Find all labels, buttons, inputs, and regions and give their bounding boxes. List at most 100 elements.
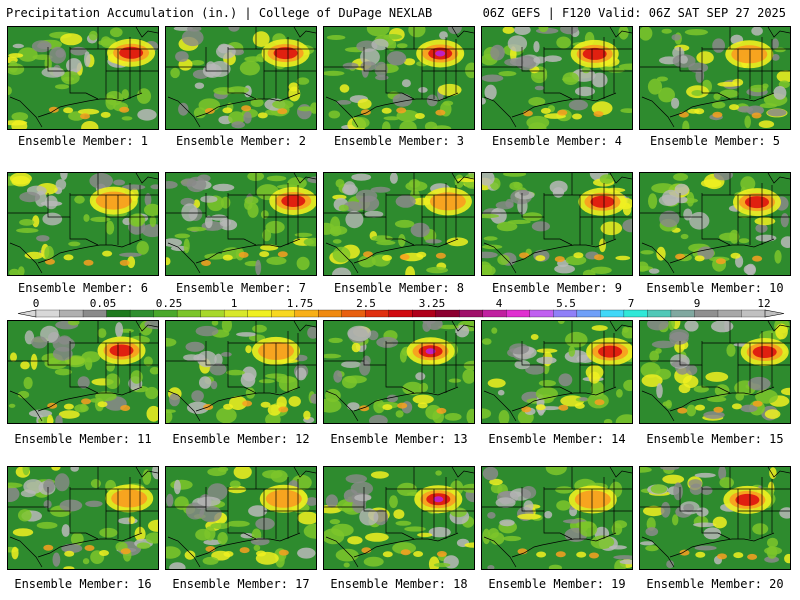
precip-map	[482, 173, 632, 275]
precip-patch	[534, 85, 545, 91]
precip-patch	[28, 409, 53, 418]
precip-patch	[579, 521, 598, 537]
precip-patch	[342, 62, 359, 70]
precip-patch	[68, 241, 81, 247]
state-border	[767, 27, 790, 38]
precip-map	[166, 321, 316, 423]
precip-patch	[719, 477, 734, 489]
precip-patch	[105, 220, 115, 235]
precip-patch	[297, 104, 312, 120]
state-border	[47, 193, 71, 218]
precip-patch	[413, 551, 424, 557]
colorbar-arrow-left	[17, 309, 37, 318]
precip-patch	[754, 217, 776, 226]
precip-patch	[755, 234, 777, 242]
state-border	[679, 47, 703, 72]
precip-patch	[694, 545, 717, 551]
precip-patch	[495, 497, 516, 508]
precip-patch	[144, 193, 152, 207]
precip-patch	[205, 215, 213, 229]
precip-patch	[620, 108, 632, 113]
precip-patch	[370, 471, 389, 479]
precip-core	[95, 191, 132, 210]
precip-patch	[558, 404, 569, 411]
state-border	[293, 173, 316, 184]
precip-patch	[324, 353, 342, 359]
precip-patch	[603, 418, 613, 423]
precip-patch	[544, 511, 553, 519]
state-border	[205, 193, 229, 218]
ensemble-panel	[481, 466, 633, 570]
precip-patch	[84, 51, 91, 67]
precip-patch	[166, 338, 177, 347]
precip-patch	[80, 403, 87, 412]
precip-patch	[640, 261, 649, 272]
precip-patch	[599, 174, 614, 184]
precip-patch	[408, 179, 421, 188]
precip-patch	[17, 47, 38, 62]
precip-patch	[656, 246, 666, 261]
precip-patch	[615, 255, 631, 261]
state-border	[325, 390, 359, 422]
precip-patch	[231, 121, 245, 129]
precip-patch	[199, 505, 222, 523]
precip-patch	[482, 264, 496, 275]
precip-core	[752, 346, 777, 358]
precip-patch	[213, 87, 235, 95]
precip-patch	[517, 513, 541, 520]
precip-patch	[484, 84, 497, 100]
member-label: Ensemble Member: 20	[646, 577, 784, 591]
state-border	[641, 390, 675, 422]
precip-patch	[166, 493, 174, 508]
precip-patch	[712, 38, 725, 53]
precip-patch	[360, 61, 377, 71]
precip-patch	[401, 79, 411, 88]
precip-patch	[23, 376, 33, 390]
precip-patch	[341, 361, 361, 368]
precip-patch	[582, 269, 596, 275]
precip-patch	[751, 27, 763, 36]
precip-patch	[767, 108, 787, 117]
precip-patch	[403, 58, 416, 66]
state-border	[521, 341, 545, 366]
precip-patch	[591, 325, 608, 331]
state-border	[167, 96, 201, 128]
precip-patch	[450, 507, 467, 518]
precip-patch	[67, 321, 80, 326]
precip-patch	[328, 337, 343, 343]
state-border	[521, 487, 545, 512]
precip-patch	[209, 363, 227, 376]
precip-patch	[148, 519, 158, 532]
precip-patch	[487, 378, 506, 388]
precip-patch	[120, 405, 131, 411]
precip-patch	[90, 479, 101, 488]
precip-patch	[211, 321, 219, 326]
precip-patch	[149, 215, 157, 228]
ensemble-panel	[7, 320, 159, 424]
precip-patch	[677, 407, 688, 414]
member-label: Ensemble Member: 13	[330, 432, 468, 446]
precip-patch	[81, 121, 99, 129]
precip-patch	[207, 467, 227, 477]
state-border	[353, 532, 459, 558]
colorbar-swatch	[106, 309, 131, 318]
precip-patch	[521, 406, 532, 413]
precip-patch	[685, 364, 698, 376]
precip-patch	[186, 176, 207, 193]
precip-patch	[22, 467, 30, 476]
precip-patch	[466, 408, 474, 423]
precip-patch	[695, 404, 705, 411]
precip-patch	[415, 372, 426, 381]
precip-patch	[183, 238, 190, 254]
member-label: Ensemble Member: 19	[488, 577, 626, 591]
state-border	[69, 511, 99, 540]
precip-patch	[100, 111, 111, 118]
precip-patch	[590, 381, 605, 398]
precip-patch	[535, 387, 558, 401]
precip-patch	[482, 213, 500, 219]
precip-patch	[618, 63, 632, 70]
precip-patch	[31, 336, 48, 349]
precip-patch	[256, 550, 266, 557]
precip-patch	[565, 331, 588, 348]
precip-patch	[393, 509, 405, 519]
